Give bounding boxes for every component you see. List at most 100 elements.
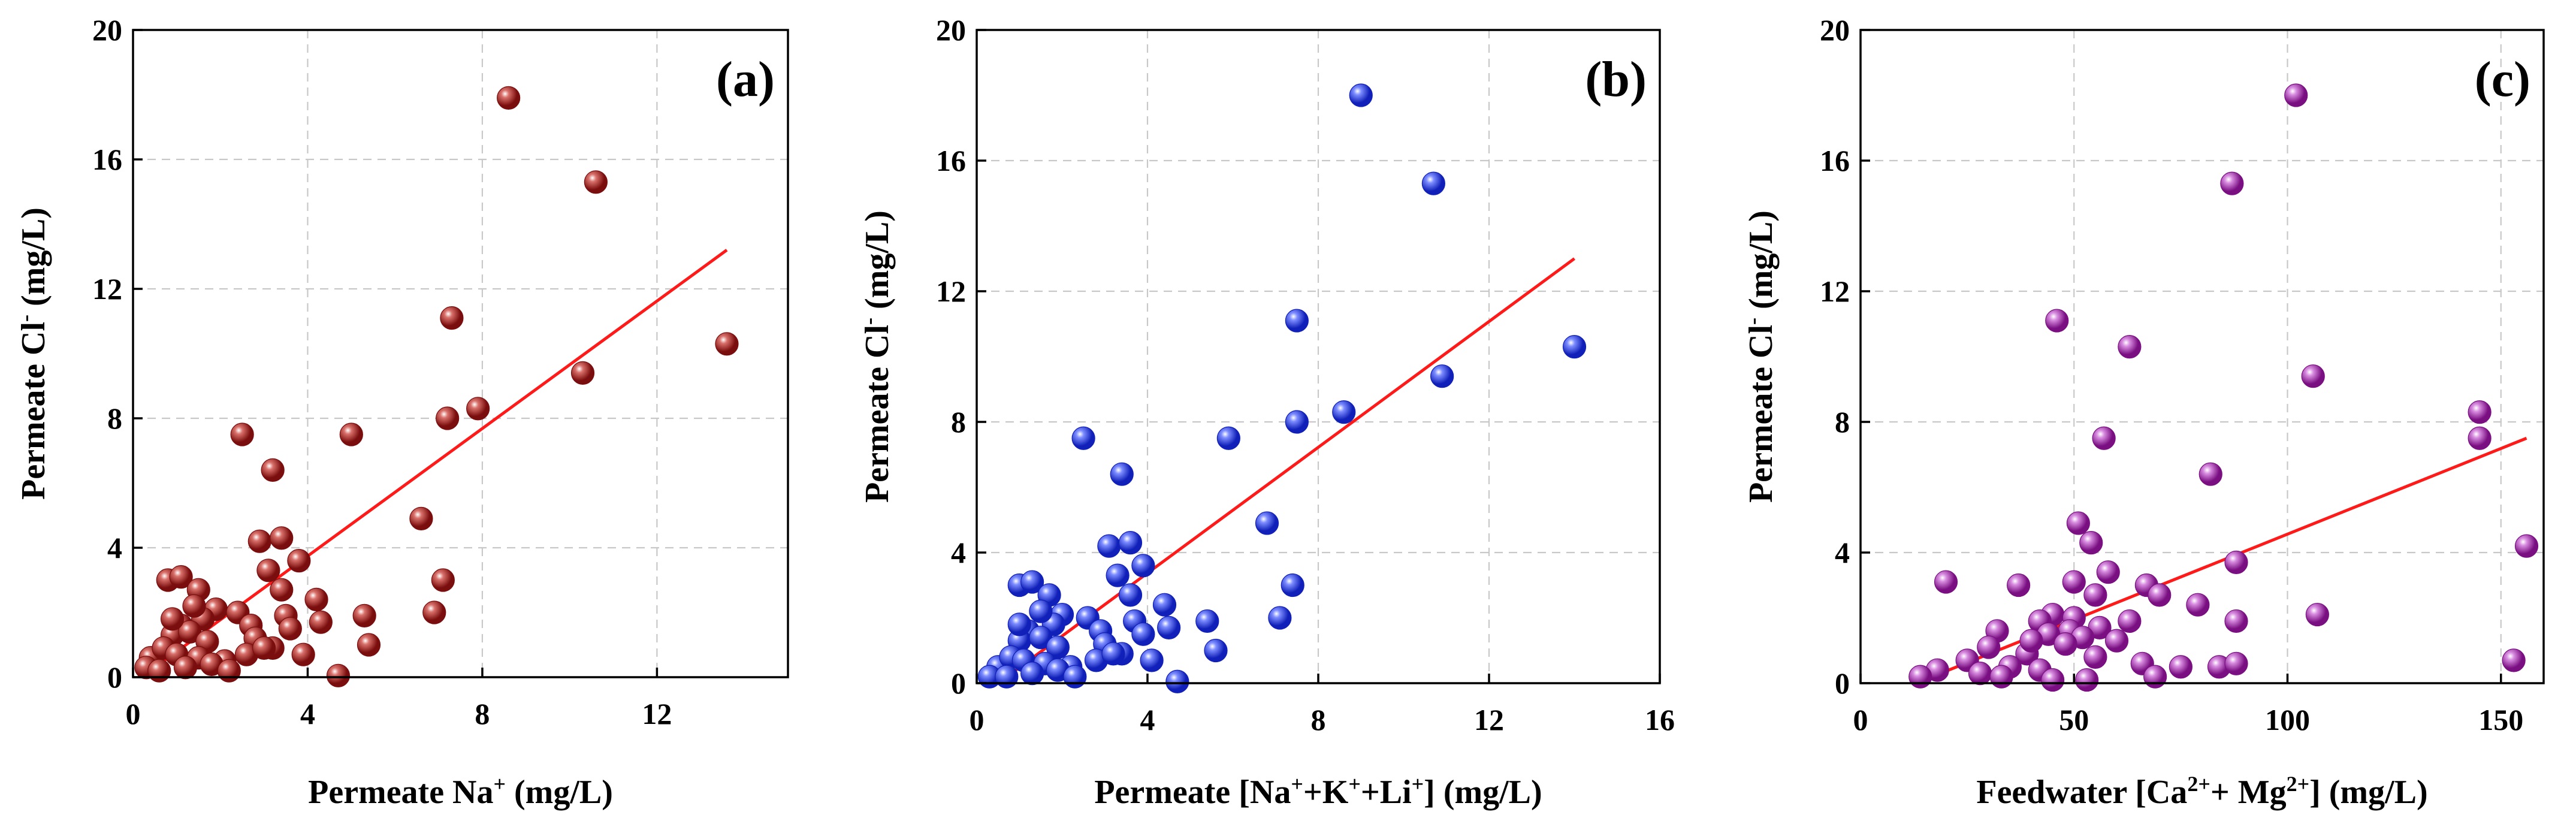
data-point-a-4 bbox=[715, 332, 739, 356]
data-point-c-45 bbox=[1908, 665, 1932, 689]
x-tick-label-a: 4 bbox=[300, 697, 315, 731]
x-axis-title-c: Feedwater [Ca2++ Mg2+] (mg/L) bbox=[1976, 772, 2427, 811]
data-point-b-5 bbox=[1430, 364, 1454, 388]
data-point-c-49 bbox=[2224, 651, 2248, 675]
data-point-c-47 bbox=[2041, 668, 2065, 692]
data-point-b-27 bbox=[1195, 609, 1219, 633]
data-point-a-49 bbox=[217, 659, 241, 683]
plot-frame-c bbox=[1859, 29, 2545, 684]
y-tick-label-a: 16 bbox=[92, 143, 122, 176]
data-point-b-3 bbox=[1285, 309, 1309, 333]
data-point-b-1 bbox=[1349, 83, 1373, 107]
data-point-c-39 bbox=[2169, 655, 2193, 679]
data-point-c-17 bbox=[1934, 570, 1958, 594]
data-point-b-7 bbox=[1285, 410, 1309, 434]
data-point-a-22 bbox=[422, 600, 446, 624]
data-point-a-15 bbox=[256, 559, 280, 583]
panel-label-b: (b) bbox=[1585, 52, 1647, 107]
data-point-a-10 bbox=[261, 458, 285, 482]
data-point-a-16 bbox=[431, 568, 455, 592]
data-point-c-7 bbox=[2468, 426, 2492, 450]
data-point-a-53 bbox=[160, 607, 185, 631]
data-point-b-11 bbox=[1255, 511, 1279, 535]
data-point-c-11 bbox=[2079, 531, 2103, 555]
data-point-a-9 bbox=[339, 422, 363, 446]
data-point-c-13 bbox=[2224, 550, 2248, 574]
data-point-a-12 bbox=[247, 529, 271, 553]
data-point-c-22 bbox=[2305, 602, 2329, 627]
data-point-a-52 bbox=[182, 594, 206, 618]
data-point-c-21 bbox=[2186, 593, 2210, 617]
x-tick-label-a: 0 bbox=[126, 697, 141, 731]
x-tick-label-a: 8 bbox=[475, 697, 490, 731]
x-axis-title-b: Permeate [Na++K++Li+] (mg/L) bbox=[1094, 772, 1542, 811]
data-point-b-22 bbox=[1268, 606, 1292, 630]
y-tick-label-b: 8 bbox=[951, 405, 966, 439]
x-tick-label-c: 50 bbox=[2059, 703, 2089, 737]
data-point-b-52 bbox=[1029, 599, 1053, 623]
data-point-b-37 bbox=[1140, 648, 1164, 672]
panel-label-c: (c) bbox=[2475, 52, 2530, 107]
x-tick-label-b: 12 bbox=[1474, 703, 1504, 737]
y-tick-label-a: 12 bbox=[92, 272, 122, 306]
data-point-b-10 bbox=[1110, 462, 1134, 486]
data-point-b-21 bbox=[1152, 593, 1177, 617]
y-tick-label-b: 0 bbox=[951, 666, 966, 700]
data-point-b-16 bbox=[1281, 573, 1304, 597]
panel-b: 0 4 8 12 16 0 4 8 12 16 20 (b) Permeate [Na++K++Li+]… bbox=[857, 13, 1675, 811]
data-point-a-51 bbox=[252, 636, 276, 660]
panel-label-a: (a) bbox=[716, 52, 775, 107]
data-point-c-14 bbox=[2096, 560, 2120, 584]
data-point-b-6 bbox=[1332, 400, 1356, 424]
data-point-a-3 bbox=[440, 306, 464, 330]
data-point-a-8 bbox=[230, 422, 254, 446]
data-point-c-12 bbox=[2514, 534, 2539, 558]
panel-a: 0 4 8 12 0 4 8 12 16 20 (a) Permeate Na+ (mg/L) Perm… bbox=[13, 13, 789, 811]
data-point-b-50 bbox=[1165, 669, 1189, 693]
data-point-b-38 bbox=[1204, 638, 1228, 663]
data-point-c-4 bbox=[2118, 335, 2142, 359]
x-tick-label-c: 150 bbox=[2478, 703, 2523, 737]
data-point-a-20 bbox=[270, 578, 294, 602]
data-point-c-26 bbox=[2118, 609, 2142, 633]
data-point-c-46 bbox=[1989, 665, 2013, 689]
y-axis-title-b: Permeate Cl- (mg/L) bbox=[857, 210, 896, 503]
fit-line-c bbox=[1915, 436, 2527, 685]
data-point-a-21 bbox=[304, 587, 328, 612]
x-tick-label-c: 0 bbox=[1853, 703, 1868, 737]
data-point-a-14 bbox=[287, 548, 311, 573]
y-tick-label-c: 20 bbox=[1820, 13, 1850, 47]
data-point-a-11 bbox=[409, 506, 433, 531]
data-point-a-18 bbox=[169, 565, 193, 589]
data-point-b-30 bbox=[1157, 615, 1181, 639]
y-axis-title-c: Permeate Cl- (mg/L) bbox=[1741, 210, 1780, 503]
y-tick-label-c: 0 bbox=[1835, 666, 1850, 700]
data-point-c-41 bbox=[1968, 662, 1992, 686]
data-point-c-52 bbox=[2143, 665, 2167, 689]
y-tick-label-c: 12 bbox=[1820, 274, 1850, 308]
data-point-c-27 bbox=[2224, 609, 2248, 633]
data-point-a-37 bbox=[291, 642, 315, 666]
data-point-c-35 bbox=[2053, 632, 2077, 656]
data-point-b-15 bbox=[1106, 563, 1130, 587]
data-point-a-13 bbox=[270, 526, 294, 550]
data-point-c-19 bbox=[2148, 583, 2172, 607]
y-tick-label-c: 16 bbox=[1820, 144, 1850, 177]
panel-c: 0 50 100 150 0 4 8 12 16 20 (c) Feedwater [Ca2++ Mg… bbox=[1741, 13, 2545, 811]
y-tick-label-b: 20 bbox=[936, 13, 966, 47]
x-tick-label-b: 4 bbox=[1140, 703, 1155, 737]
y-tick-label-a: 20 bbox=[92, 13, 122, 47]
x-tick-label-a: 12 bbox=[642, 697, 672, 731]
data-point-b-20 bbox=[1118, 583, 1143, 607]
x-tick-label-c: 100 bbox=[2265, 703, 2310, 737]
data-point-b-49 bbox=[1063, 665, 1087, 689]
data-point-c-10 bbox=[2066, 511, 2090, 535]
data-point-c-50 bbox=[2502, 648, 2526, 672]
data-point-a-30 bbox=[309, 610, 333, 634]
data-point-b-8 bbox=[1071, 426, 1095, 450]
data-point-b-9 bbox=[1216, 426, 1240, 450]
data-point-b-29 bbox=[1131, 622, 1155, 646]
x-tick-label-b: 0 bbox=[970, 703, 985, 737]
data-point-a-7 bbox=[436, 406, 460, 430]
y-tick-label-a: 0 bbox=[107, 660, 122, 694]
